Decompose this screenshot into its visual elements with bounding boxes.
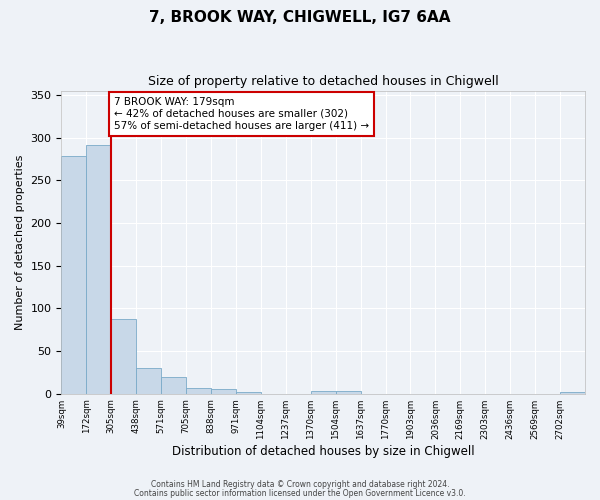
Text: 7 BROOK WAY: 179sqm
← 42% of detached houses are smaller (302)
57% of semi-detac: 7 BROOK WAY: 179sqm ← 42% of detached ho… (114, 98, 369, 130)
Bar (86, 145, 111, 394)
Title: Size of property relative to detached houses in Chigwell: Size of property relative to detached ho… (148, 75, 499, 88)
X-axis label: Distribution of detached houses by size in Chigwell: Distribution of detached houses by size … (172, 444, 475, 458)
Bar (560, 392, 585, 394)
Bar (236, 392, 261, 394)
Bar (311, 391, 335, 394)
Text: 7, BROOK WAY, CHIGWELL, IG7 6AA: 7, BROOK WAY, CHIGWELL, IG7 6AA (149, 10, 451, 25)
Bar (111, 320, 136, 394)
Bar (211, 388, 236, 394)
Text: Contains HM Land Registry data © Crown copyright and database right 2024.: Contains HM Land Registry data © Crown c… (151, 480, 449, 489)
Bar (61, 156, 86, 394)
Bar (186, 388, 211, 394)
Text: Contains public sector information licensed under the Open Government Licence v3: Contains public sector information licen… (134, 489, 466, 498)
Bar (335, 391, 361, 394)
Y-axis label: Number of detached properties: Number of detached properties (15, 154, 25, 330)
Bar (136, 368, 161, 394)
Bar (161, 378, 186, 394)
